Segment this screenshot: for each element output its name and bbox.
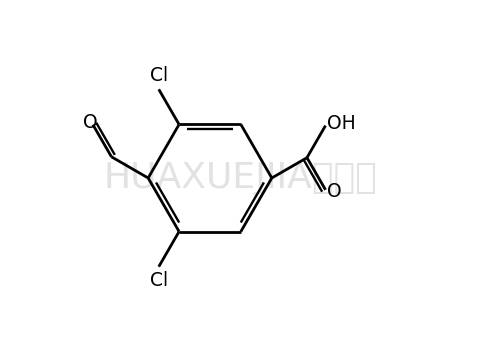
Text: O: O [327,182,342,201]
Text: OH: OH [327,114,356,133]
Text: Cl: Cl [150,66,168,85]
Text: HUAXUEJIIA化学加: HUAXUEJIIA化学加 [103,161,377,195]
Text: Cl: Cl [150,271,168,290]
Text: O: O [83,114,97,132]
